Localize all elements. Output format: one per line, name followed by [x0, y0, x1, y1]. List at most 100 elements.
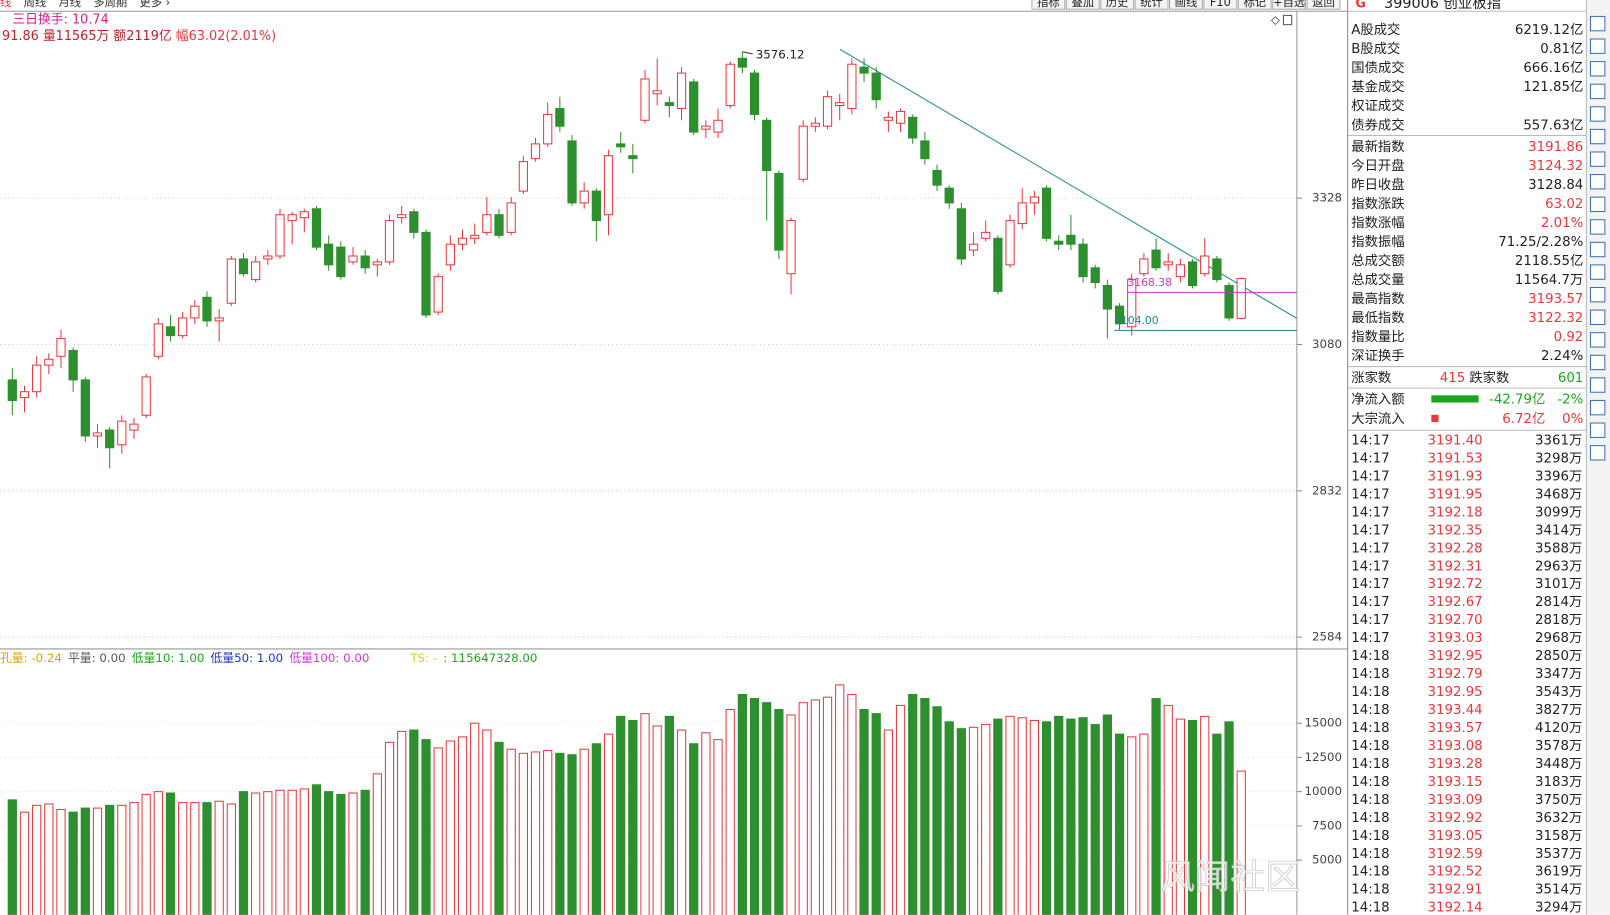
- diamond-icon[interactable]: ◇: [1271, 14, 1280, 27]
- trade-price: 3193.08: [1428, 739, 1483, 754]
- toolbar-button[interactable]: [1237, 0, 1272, 10]
- toolbar-button[interactable]: [1100, 0, 1135, 10]
- candle-body: [1017, 202, 1027, 225]
- tool-icon[interactable]: [1589, 83, 1606, 100]
- tool-icon[interactable]: [1589, 219, 1606, 235]
- flow-bar: [1431, 414, 1439, 423]
- tool-icon[interactable]: [1589, 445, 1606, 461]
- volume-bar: [1212, 733, 1222, 915]
- candle-body: [348, 255, 358, 263]
- toolbar-label[interactable]: F10: [1210, 0, 1231, 9]
- tool-icon[interactable]: [1589, 377, 1606, 393]
- panel-toggle[interactable]: [1282, 14, 1293, 26]
- tool-icon[interactable]: [1589, 128, 1606, 145]
- tab[interactable]: 线: [0, 0, 11, 9]
- trade-time: 14:17: [1351, 505, 1389, 520]
- trade-time: 14:18: [1351, 883, 1389, 898]
- volume-bar: [129, 802, 139, 915]
- toolbar-label[interactable]: 指标: [1037, 0, 1060, 9]
- volume-bar: [1127, 736, 1137, 915]
- stat-label: 最低指数: [1351, 310, 1404, 326]
- candle-body: [1102, 284, 1113, 310]
- volume-bar: [1224, 721, 1234, 915]
- candle-body: [543, 113, 553, 145]
- tool-icon[interactable]: [1589, 286, 1606, 303]
- candle-body: [847, 63, 857, 110]
- toolbar-button[interactable]: [1169, 0, 1203, 10]
- toolbar-button[interactable]: [1272, 0, 1307, 10]
- header-item: 孔量: -0.24: [0, 651, 62, 665]
- tool-icon[interactable]: [1589, 241, 1606, 258]
- volume-bar: [1139, 733, 1149, 915]
- tool-icon[interactable]: [1589, 309, 1606, 325]
- trade-time: 14:17: [1351, 595, 1389, 610]
- badge: G: [1355, 0, 1366, 12]
- tool-icon[interactable]: [1589, 354, 1606, 371]
- toolbar-label[interactable]: +自选: [1273, 0, 1305, 9]
- tool-icon[interactable]: [1589, 422, 1606, 438]
- stat-value: 2.01%: [1541, 216, 1583, 231]
- tool-icon[interactable]: [1589, 399, 1606, 416]
- candle-body: [774, 172, 784, 251]
- info-panel-bg: [1348, 0, 1587, 915]
- tool-icon[interactable]: [1589, 332, 1606, 348]
- toolbar-button[interactable]: [1031, 0, 1066, 10]
- volume-bar: [737, 693, 747, 915]
- flow-amount: 6.72亿: [1502, 411, 1545, 427]
- candle-body: [190, 305, 200, 319]
- toolbar-button[interactable]: [1065, 0, 1100, 10]
- toolbar-button[interactable]: [1203, 0, 1238, 10]
- tab[interactable]: 多周期: [93, 0, 127, 9]
- tool-icon[interactable]: [1589, 61, 1606, 77]
- volume-bar: [117, 804, 127, 915]
- trade-volume: 3414万: [1535, 523, 1582, 538]
- price-header: 三日换手: 10.74: [12, 12, 108, 27]
- toolbar-label[interactable]: 统计: [1140, 0, 1163, 9]
- candle-body: [178, 317, 188, 337]
- volume-bar: [299, 788, 309, 915]
- candle-body: [494, 214, 504, 236]
- toolbar-button[interactable]: [1306, 0, 1341, 10]
- volume-bar: [1102, 714, 1113, 915]
- candle-body: [725, 63, 735, 107]
- trade-time: 14:18: [1351, 649, 1389, 664]
- toolbar-label[interactable]: 标记: [1243, 0, 1266, 9]
- volume-bar: [628, 719, 638, 915]
- candle-body: [336, 246, 346, 278]
- toolbar-label[interactable]: 返回: [1312, 0, 1335, 9]
- tool-icon[interactable]: [1589, 151, 1606, 167]
- volume-bar: [932, 706, 942, 915]
- tool-icon[interactable]: [1589, 38, 1606, 54]
- candle-body: [117, 420, 127, 446]
- flow-amount: -42.79亿: [1489, 391, 1545, 407]
- volume-bar: [798, 702, 808, 915]
- toolbar-label[interactable]: 叠加: [1071, 0, 1094, 9]
- trade-time: 14:17: [1351, 523, 1389, 538]
- candle-body: [44, 358, 54, 366]
- tab[interactable]: 更多 ›: [140, 0, 171, 9]
- toolbar-label[interactable]: 历史: [1106, 0, 1129, 9]
- stat-label: 指数量比: [1351, 329, 1404, 345]
- toolbar-button[interactable]: [1134, 0, 1169, 10]
- trade-time: 14:17: [1351, 541, 1389, 556]
- watermark: 风闻社区: [1160, 858, 1300, 898]
- candle-body: [32, 364, 42, 393]
- tool-icon[interactable]: [1589, 264, 1606, 280]
- volume-bar: [640, 713, 650, 915]
- toolbar-label[interactable]: 画线: [1175, 0, 1198, 9]
- volume-bar: [1005, 715, 1015, 915]
- tool-icon[interactable]: [1589, 106, 1606, 122]
- candle-body: [1200, 255, 1210, 275]
- volume-bar: [847, 693, 857, 915]
- candle-body: [628, 155, 638, 160]
- stat-label: 总成交额: [1351, 252, 1404, 269]
- volume-bar: [835, 684, 845, 915]
- tool-icon[interactable]: [1589, 196, 1606, 213]
- tool-icon[interactable]: [1589, 15, 1606, 32]
- tool-icon[interactable]: [1589, 174, 1606, 190]
- level-label: 3168.38: [1127, 276, 1172, 289]
- volume-bar: [603, 733, 614, 915]
- tab[interactable]: 月线: [58, 0, 81, 9]
- tab[interactable]: 周线: [24, 0, 47, 9]
